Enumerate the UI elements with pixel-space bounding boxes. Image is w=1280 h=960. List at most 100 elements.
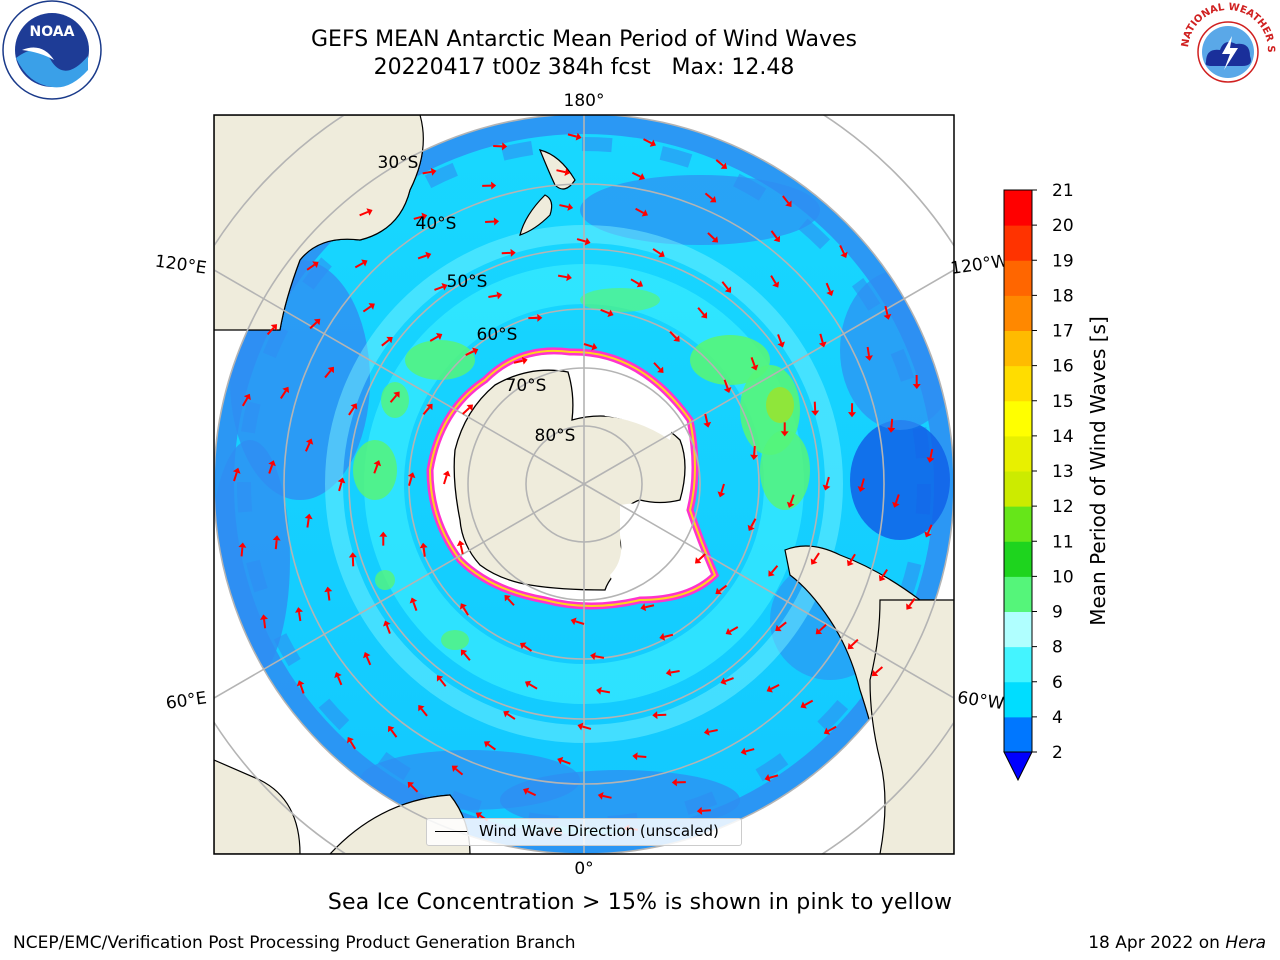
wind-wave-arrowhead xyxy=(436,675,444,682)
wind-wave-arrowhead xyxy=(906,603,913,610)
wind-wave-arrow xyxy=(557,274,568,279)
wind-wave-arrow xyxy=(240,547,244,557)
wind-wave-arrow xyxy=(884,305,889,316)
wind-wave-arrow xyxy=(434,285,444,291)
wind-wave-arrowhead xyxy=(892,501,900,508)
wind-wave-arrowhead xyxy=(243,393,251,401)
wind-wave-arrowhead xyxy=(720,162,728,169)
colorbar-tick-label: 13 xyxy=(1052,462,1074,482)
wind-wave-arrowhead xyxy=(596,686,602,695)
wind-wave-arrowhead xyxy=(232,467,241,474)
wind-wave-arrowhead xyxy=(720,677,727,685)
wind-wave-arrow xyxy=(866,346,870,357)
wind-wave-arrowhead xyxy=(363,652,371,659)
wind-wave-arrowhead xyxy=(305,438,314,445)
wind-wave-arrow xyxy=(827,725,837,733)
wind-wave-arrow xyxy=(299,684,305,694)
wind-wave-arrowhead xyxy=(387,725,395,733)
wind-wave-arrowhead xyxy=(823,727,831,735)
colorbar-segment xyxy=(1004,576,1032,612)
wind-wave-arrowhead xyxy=(493,217,500,226)
wind-wave-arrow xyxy=(389,394,398,403)
wind-wave-arrowhead xyxy=(496,291,503,300)
wind-wave-arrow xyxy=(381,339,390,347)
wind-wave-arrow xyxy=(359,210,369,217)
wind-wave-arrow xyxy=(860,478,865,488)
wind-wave-arrow xyxy=(631,171,641,178)
wind-wave-arrow xyxy=(523,644,533,652)
lat-label-60s: 60°S xyxy=(477,325,518,345)
wind-wave-arrow xyxy=(263,619,267,629)
wind-wave-arrowhead xyxy=(715,587,722,595)
wind-wave-arrowhead xyxy=(777,341,785,348)
wind-wave-arrowhead xyxy=(810,558,818,565)
wind-wave-arrow xyxy=(274,540,278,550)
wind-wave-arrow xyxy=(825,282,831,292)
wind-wave-arrowhead xyxy=(590,652,596,661)
wind-wave-arrowhead xyxy=(475,812,483,819)
colorbar-extend-triangle xyxy=(1003,751,1033,782)
wind-wave-arrow xyxy=(645,604,655,609)
colorbar-tick-label: 11 xyxy=(1052,532,1074,552)
wind-wave-arrow xyxy=(324,369,332,379)
wind-wave-arrowhead xyxy=(703,421,712,428)
wind-wave-arrowhead xyxy=(750,364,759,371)
wind-wave-arrowhead xyxy=(694,557,702,564)
wind-wave-arrowhead xyxy=(521,356,528,365)
wind-wave-arrow xyxy=(770,683,780,690)
lat-label-70s: 70°S xyxy=(506,376,547,396)
wind-wave-arrowhead xyxy=(786,501,795,508)
wind-wave-arrow xyxy=(583,343,593,348)
wind-wave-arrowhead xyxy=(504,594,511,602)
wind-wave-arrowhead xyxy=(557,756,564,765)
wind-wave-arrowhead xyxy=(724,286,732,293)
wind-wave-arrowhead xyxy=(361,259,368,267)
colorbar-tick-label: 8 xyxy=(1052,638,1063,658)
sea-ice-note: Sea Ice Concentration > 15% is shown in … xyxy=(327,890,953,915)
wind-wave-arrow xyxy=(410,784,419,793)
wind-wave-arrow xyxy=(487,743,496,751)
wind-wave-arrow xyxy=(338,481,343,492)
wind-wave-arrowhead xyxy=(785,200,792,207)
wind-wave-arrow xyxy=(422,547,426,557)
wind-wave-arrowhead xyxy=(312,261,319,268)
wind-wave-arrow xyxy=(723,379,729,389)
wind-wave-arrow xyxy=(507,597,515,606)
wind-wave-arrow xyxy=(241,397,249,407)
wind-wave-arrowhead xyxy=(865,355,873,361)
wind-wave-arrowhead xyxy=(472,347,479,355)
wind-wave-arrow xyxy=(704,413,709,423)
wind-wave-arrowhead xyxy=(268,460,276,467)
wind-wave-arrow xyxy=(724,677,734,683)
colorbar: 2 4 6 8 9 10 11 12 13 14 15 16 17 18 19 20 21 xyxy=(1003,181,1074,782)
wind-wave-arrowhead xyxy=(811,410,820,416)
wind-wave-arrow xyxy=(556,169,566,174)
wind-wave-arrow xyxy=(637,755,647,758)
wind-wave-arrow xyxy=(559,204,569,208)
wind-wave-arrowhead xyxy=(815,627,823,635)
colorbar-label: Mean Period of Wind Waves [s] xyxy=(1086,316,1110,626)
wind-wave-arrowhead xyxy=(575,132,582,141)
wind-wave-arrow xyxy=(527,790,537,797)
wind-wave-arrow xyxy=(708,729,718,733)
colorbar-tick-label: 21 xyxy=(1052,181,1074,201)
wind-wave-arrow xyxy=(417,254,427,260)
wind-wave-arrowhead xyxy=(673,335,680,342)
wind-wave-arrow xyxy=(298,611,302,622)
wind-wave-arrow xyxy=(652,248,662,255)
wind-wave-arrowhead xyxy=(924,531,932,538)
wind-wave-arrowhead xyxy=(671,778,677,787)
wind-wave-arrow xyxy=(561,759,571,765)
wind-wave-arrowhead xyxy=(607,309,614,317)
wind-wave-arrowhead xyxy=(272,535,281,541)
footer-credit: NCEP/EMC/Verification Post Processing Pr… xyxy=(13,933,576,953)
lat-label-50s: 50°S xyxy=(447,272,488,292)
wind-wave-arrowhead xyxy=(657,366,664,374)
wind-wave-arrow xyxy=(630,278,640,285)
wind-wave-arrowhead xyxy=(747,524,755,532)
wind-wave-arrowhead xyxy=(857,486,866,492)
lat-label-40s: 40°S xyxy=(416,214,457,234)
wind-wave-arrowhead xyxy=(641,209,648,217)
wind-wave-arrowhead xyxy=(383,620,391,627)
wind-wave-arrowhead xyxy=(296,680,305,687)
